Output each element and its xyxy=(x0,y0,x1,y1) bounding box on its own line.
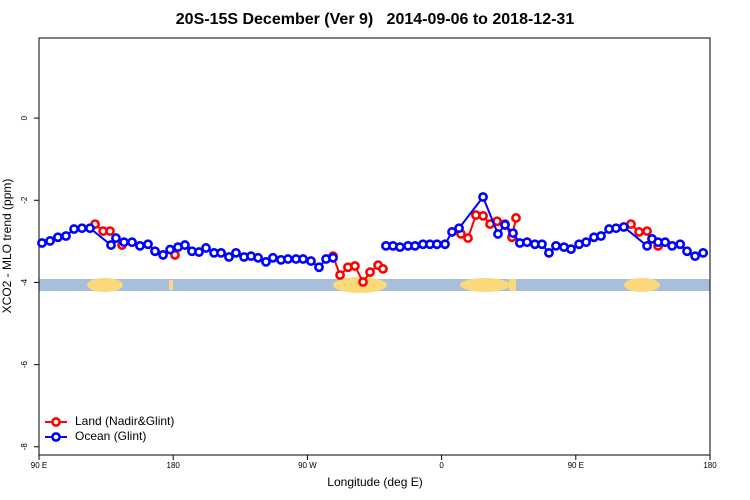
data-point xyxy=(660,237,671,248)
legend: Land (Nadir&Glint)Ocean (Glint) xyxy=(45,414,174,443)
data-point xyxy=(45,236,55,246)
data-point xyxy=(395,242,405,253)
y-tick-label: -2 xyxy=(20,196,29,204)
legend-marker xyxy=(51,417,61,427)
data-point xyxy=(119,237,129,248)
data-point xyxy=(306,256,316,266)
data-point xyxy=(478,210,488,221)
data-point xyxy=(698,247,709,258)
data-point xyxy=(150,246,160,257)
x-tick-label: 180 xyxy=(703,461,717,470)
data-point xyxy=(194,247,204,257)
data-point xyxy=(365,267,375,278)
data-point xyxy=(106,240,116,250)
x-tick-label: 90 W xyxy=(298,461,317,470)
data-point xyxy=(493,229,503,239)
data-point xyxy=(596,231,606,241)
series-line xyxy=(41,194,704,269)
data-point xyxy=(216,247,226,258)
data-point xyxy=(634,227,644,237)
data-point xyxy=(537,239,547,250)
data-point xyxy=(61,231,71,241)
data-point xyxy=(642,240,652,251)
x-tick-label: 180 xyxy=(167,461,181,470)
legend-label: Land (Nadir&Glint) xyxy=(75,414,174,428)
data-point xyxy=(447,227,457,237)
data-point xyxy=(201,243,211,253)
data-point xyxy=(522,237,532,248)
data-point xyxy=(690,251,700,262)
data-point xyxy=(410,240,420,251)
chart-title: 20S-15S December (Ver 9) 2014-09-06 to 2… xyxy=(176,11,575,28)
land-patch xyxy=(624,278,660,292)
data-point xyxy=(180,240,190,250)
data-point xyxy=(158,250,168,260)
data-point xyxy=(231,247,241,258)
data-point xyxy=(566,244,576,255)
data-point xyxy=(642,226,652,236)
surface-band xyxy=(39,277,710,293)
data-point xyxy=(224,252,234,262)
data-point xyxy=(454,223,464,234)
data-point xyxy=(350,261,360,271)
x-tick-label: 0 xyxy=(439,461,444,470)
data-point xyxy=(478,192,488,202)
x-tick-label: 90 E xyxy=(31,461,47,470)
land-patch xyxy=(169,280,173,290)
data-point xyxy=(440,239,450,250)
y-axis-title: XCO2 - MLO trend (ppm) xyxy=(0,179,14,314)
data-point xyxy=(551,240,561,251)
data-point xyxy=(37,238,47,248)
data-point xyxy=(261,257,271,267)
y-tick-label: -6 xyxy=(20,361,29,369)
data-point xyxy=(335,270,345,280)
data-point xyxy=(675,239,686,250)
data-point xyxy=(358,277,368,287)
y-tick-label: -8 xyxy=(20,443,29,451)
y-tick-label: -4 xyxy=(20,278,29,286)
data-point xyxy=(77,223,87,234)
data-point xyxy=(253,252,263,263)
data-point xyxy=(611,223,621,234)
data-point xyxy=(135,240,145,251)
legend-marker xyxy=(51,432,61,442)
legend-label: Ocean (Glint) xyxy=(75,429,146,443)
data-point xyxy=(85,223,95,234)
y-tick-label: 0 xyxy=(20,115,29,120)
data-point xyxy=(500,220,510,230)
data-point xyxy=(508,228,518,239)
data-point xyxy=(143,239,153,250)
data-point xyxy=(544,247,554,258)
land-patch xyxy=(460,278,510,292)
data-point xyxy=(283,254,293,264)
data-point xyxy=(581,237,591,248)
data-point xyxy=(53,232,63,243)
data-point xyxy=(618,222,629,232)
data-point xyxy=(667,240,678,251)
data-point xyxy=(328,252,338,263)
data-point xyxy=(268,252,278,263)
data-point xyxy=(298,254,308,264)
data-point xyxy=(463,233,473,243)
land-patch xyxy=(87,278,123,292)
data-point xyxy=(165,244,175,255)
data-point xyxy=(105,226,115,236)
data-point xyxy=(127,237,137,248)
data-point xyxy=(111,233,121,243)
data-point xyxy=(69,224,79,234)
data-point xyxy=(378,263,388,274)
x-axis-title: Longitude (deg E) xyxy=(327,475,422,489)
data-point xyxy=(511,213,521,223)
data-point xyxy=(682,246,692,257)
data-point xyxy=(432,239,442,250)
data-point xyxy=(314,262,324,273)
x-tick-label: 90 E xyxy=(568,461,584,470)
land-patch xyxy=(509,279,516,291)
